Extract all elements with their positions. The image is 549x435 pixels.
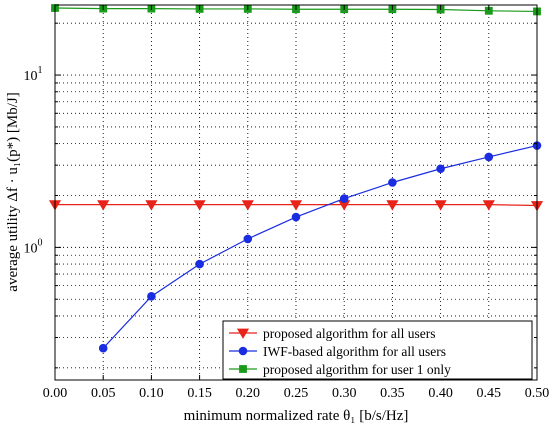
grid (54, 5, 538, 380)
data-point (339, 194, 349, 203)
y-axis-ticks: 100 101 (24, 22, 537, 369)
x-tick-label: 0.00 (43, 386, 68, 401)
legend: proposed algorithm for all users IWF-base… (222, 320, 533, 380)
x-tick-label: 0.50 (525, 386, 549, 401)
x-tick-label: 0.10 (139, 386, 164, 401)
data-point (195, 259, 204, 269)
data-point (145, 200, 158, 211)
legend-label: proposed algorithm for all users (263, 326, 435, 341)
legend-item: proposed algorithm for all users (229, 326, 435, 341)
x-tick-label: 0.35 (380, 386, 405, 401)
series-line (102, 144, 538, 349)
series-1 (48, 200, 544, 212)
x-tick-label: 0.05 (91, 386, 116, 401)
legend-marker (238, 346, 248, 356)
data-point (482, 200, 495, 211)
x-tick-label: 0.15 (187, 386, 212, 401)
x-tick-label: 0.30 (332, 386, 357, 401)
legend-label: proposed algorithm for user 1 only (263, 362, 451, 377)
data-point (289, 200, 303, 211)
x-tick-label: 0.45 (477, 386, 502, 401)
x-axis-label: minimum normalized rate θ₁ [b/s/Hz] (184, 408, 409, 424)
data-point (388, 178, 397, 187)
data-point (436, 164, 445, 174)
data-point (434, 200, 447, 211)
data-point (97, 200, 110, 211)
y-tick-label: 101 (24, 65, 43, 84)
data-point (386, 200, 399, 211)
legend-item: IWF-based algorithm for all users (229, 344, 446, 359)
data-point (98, 343, 108, 353)
data-point (193, 200, 206, 211)
data-point (147, 292, 156, 301)
legend-marker (236, 328, 250, 339)
x-tick-label: 0.25 (284, 386, 309, 401)
x-tick-label: 0.20 (236, 386, 261, 401)
series-2 (98, 141, 542, 353)
y-tick-label: 100 (24, 237, 43, 256)
x-tick-label: 0.40 (428, 386, 453, 401)
data-point (291, 212, 301, 222)
legend-box (222, 320, 533, 380)
data-point (241, 200, 254, 211)
data-point (484, 152, 494, 162)
x-axis-ticks: 0.00 0.05 0.10 0.15 0.20 0.25 0.30 0.35 0.40 0.45… (43, 5, 549, 401)
series-layer (48, 4, 544, 353)
y-axis-label: average utility Δf · u₁(p*) [Mb/J] (5, 92, 21, 291)
legend-item: proposed algorithm for user 1 only (229, 362, 451, 377)
legend-marker (239, 365, 247, 373)
data-point (243, 234, 253, 244)
legend-label: IWF-based algorithm for all users (263, 344, 446, 359)
